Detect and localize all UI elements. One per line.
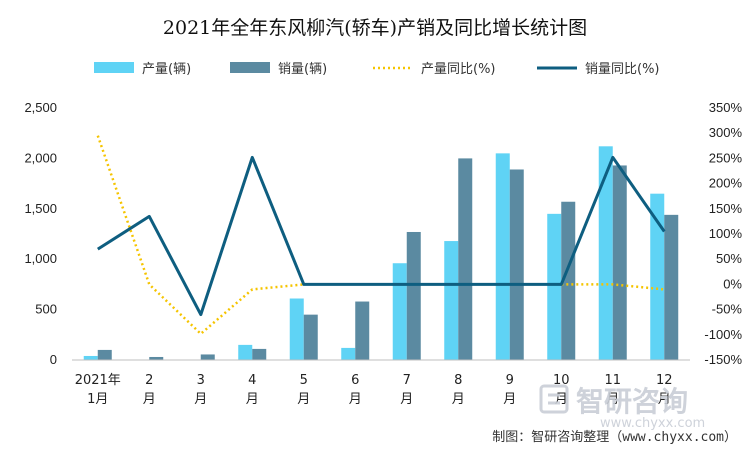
x-tick-label: 8	[454, 373, 462, 388]
y-left-tick-label: 1,000	[24, 251, 57, 266]
bar-production	[83, 355, 98, 360]
y-left-tick-label: 500	[35, 302, 57, 317]
legend-swatch	[94, 62, 134, 73]
legend-swatch	[230, 62, 270, 73]
x-tick-label: 月	[349, 392, 362, 407]
bar-series	[83, 146, 679, 361]
bar-sales	[458, 158, 473, 360]
chart-title: 2021年全年东风柳汽(轿车)产销及同比增长统计图	[163, 17, 587, 39]
legend-label: 产量同比(%)	[421, 62, 496, 77]
y-right-tick-label: 250%	[709, 150, 743, 165]
bar-production	[444, 241, 459, 360]
y-left-tick-label: 1,500	[24, 201, 57, 216]
left-axis: 0 500 1,000 1,500 2,000 2,500	[24, 100, 57, 367]
y-left-tick-label: 0	[50, 352, 57, 367]
x-tick-label: 月	[143, 392, 156, 407]
y-right-tick-label: -150%	[704, 352, 742, 367]
bar-sales	[252, 348, 267, 360]
x-tick-label: 11	[604, 373, 621, 388]
bar-sales	[509, 169, 524, 360]
bar-production	[341, 347, 356, 360]
x-tick-label: 7	[403, 373, 411, 388]
x-tick-label: 2	[145, 373, 153, 388]
y-right-tick-label: -50%	[712, 302, 743, 317]
bar-sales	[97, 349, 112, 360]
legend-label: 销量(辆)	[278, 62, 327, 77]
bar-sales	[303, 314, 318, 360]
y-left-tick-label: 2,500	[24, 100, 57, 115]
bar-sales	[612, 165, 627, 360]
watermark-url: www.chyxx.com	[600, 416, 705, 431]
x-tick-label: 4	[248, 373, 256, 388]
x-tick-label: 月	[503, 392, 516, 407]
x-tick-label: 月	[246, 392, 259, 407]
y-right-tick-label: 100%	[709, 226, 743, 241]
y-right-tick-label: 150%	[709, 201, 743, 216]
line-production-yoy	[96, 135, 304, 336]
x-tick-label: 1月	[87, 392, 108, 407]
y-right-tick-label: 350%	[709, 100, 743, 115]
x-tick-label: 月	[297, 392, 310, 407]
bar-sales	[664, 214, 679, 360]
watermark-text: 智研咨询	[576, 385, 688, 418]
bar-sales	[406, 231, 421, 360]
watermark-logo-icon	[539, 384, 569, 414]
x-tick-label: 月	[606, 392, 619, 407]
x-tick-label: 6	[351, 373, 359, 388]
y-right-tick-label: 50%	[716, 251, 742, 266]
x-tick-label: 5	[300, 373, 308, 388]
bar-sales	[200, 354, 215, 360]
bar-production	[289, 298, 304, 360]
line-sales-yoy	[96, 155, 666, 317]
x-tick-label: 月	[452, 392, 465, 407]
x-tick-label: 12	[656, 373, 673, 388]
y-left-tick-label: 2,000	[24, 150, 57, 165]
bar-production	[547, 213, 562, 360]
legend: 产量(辆) 销量(辆) 产量同比(%) 销量同比(%)	[94, 62, 660, 77]
x-tick-label: 2021年	[75, 373, 121, 388]
bar-production	[238, 344, 253, 360]
x-tick-label: 月	[400, 392, 413, 407]
bar-sales	[561, 201, 576, 360]
source-note: 制图：智研咨询整理（www.chyxx.com）	[492, 430, 737, 445]
line-production-yoy	[561, 283, 665, 291]
y-right-tick-label: -100%	[704, 327, 742, 342]
line-series	[96, 135, 666, 336]
bar-sales	[355, 301, 370, 360]
x-tick-label: 月	[658, 392, 671, 407]
legend-label: 产量(辆)	[142, 62, 191, 77]
x-tick-label: 3	[197, 373, 205, 388]
bar-sales	[149, 356, 164, 360]
bar-production	[598, 146, 613, 360]
x-tick-label: 月	[194, 392, 207, 407]
legend-label: 销量同比(%)	[585, 62, 660, 77]
y-right-tick-label: 200%	[709, 176, 743, 191]
y-right-tick-label: 0%	[723, 276, 742, 291]
bar-production	[495, 153, 510, 360]
bar-production	[392, 263, 407, 360]
x-tick-label: 10	[553, 373, 570, 388]
x-tick-label: 9	[506, 373, 514, 388]
y-right-tick-label: 300%	[709, 125, 743, 140]
bar-production	[650, 193, 665, 360]
right-axis: -150% -100% -50% 0% 50% 100% 150% 200% 250% 300% 3…	[704, 100, 742, 367]
watermark: 智研咨询 www.chyxx.com	[539, 384, 705, 431]
